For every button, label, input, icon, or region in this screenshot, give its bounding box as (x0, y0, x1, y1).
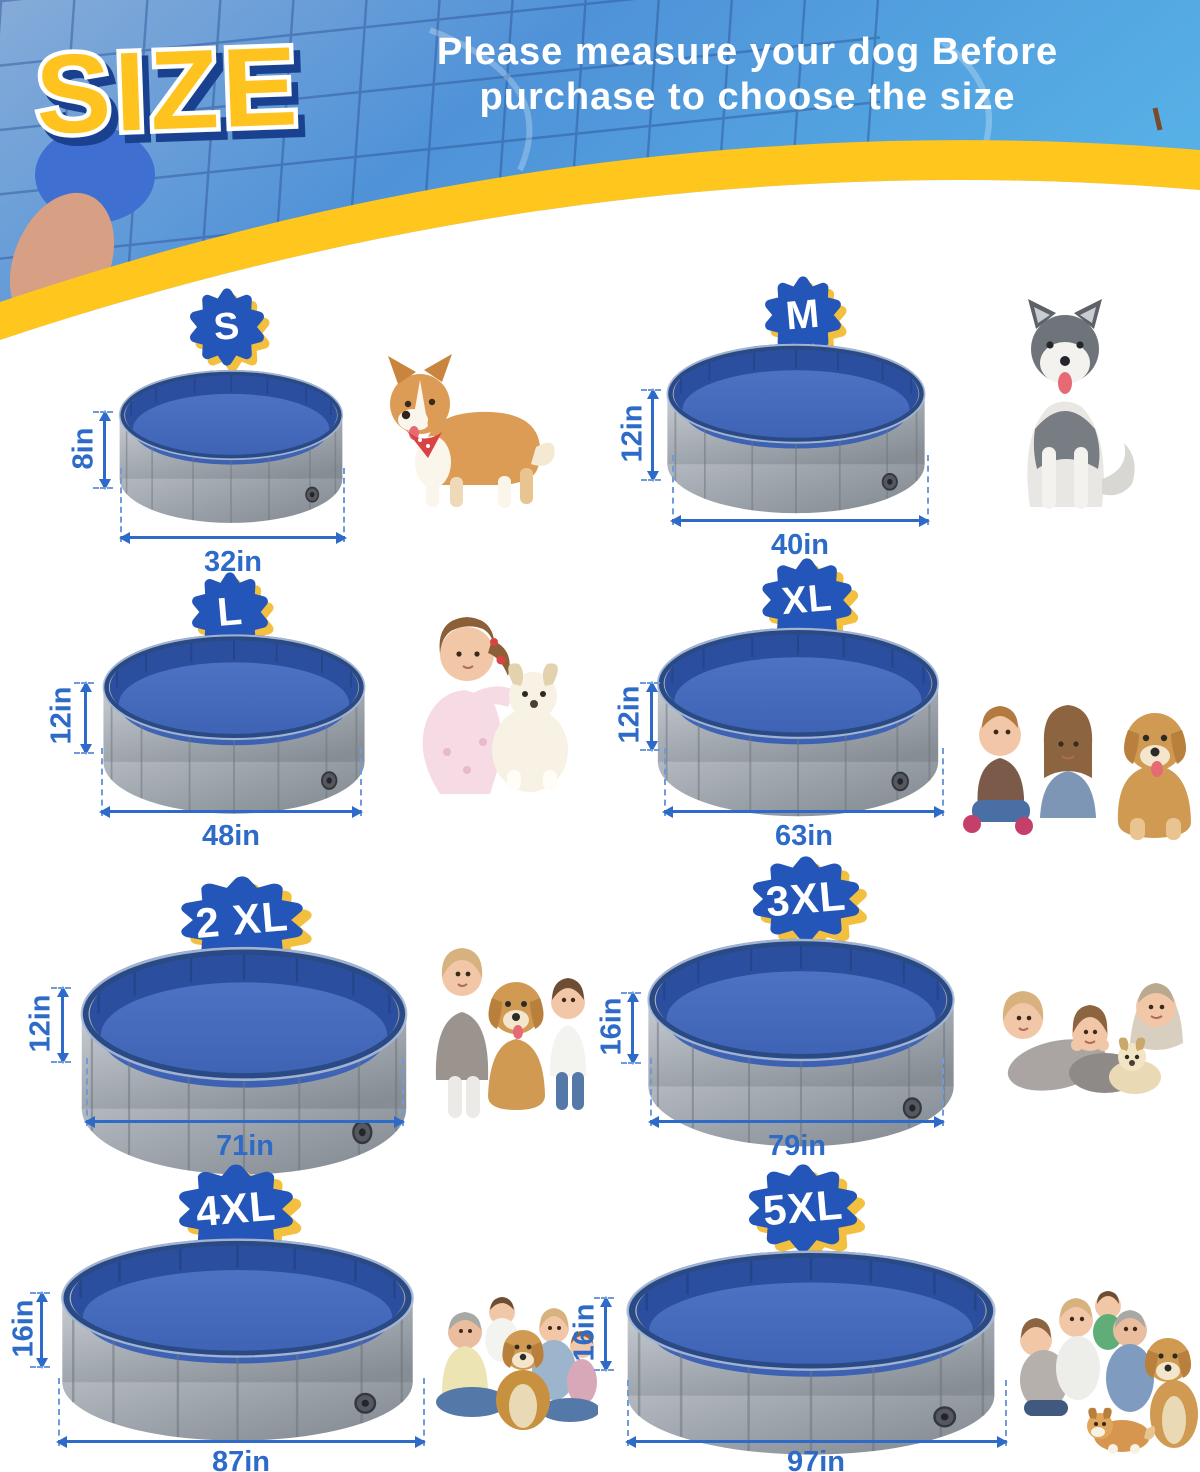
size-badge-5xl: 5XL (746, 1164, 860, 1252)
height-arrow (599, 1296, 612, 1372)
kids-with-golden-retriever-photo (963, 705, 1191, 840)
pool-diameter-label: 48in (201, 820, 261, 852)
svg-text:SIZE: SIZE (40, 31, 309, 165)
diameter-arrow (648, 1115, 945, 1128)
corgi-dog-photo (388, 354, 555, 508)
pool-photo-background: SIZE SIZE (0, 0, 1200, 345)
subtitle-line-1: Please measure your dog Before (436, 31, 1059, 73)
diameter-arrow (56, 1435, 426, 1448)
diameter-arrow (625, 1435, 1008, 1448)
diameter-arrow (99, 805, 363, 818)
height-arrow (56, 986, 69, 1064)
yellow-swoosh (0, 140, 1200, 340)
pool-height-label: 16in (568, 1303, 601, 1362)
girl-with-puppy-photo (422, 617, 568, 794)
pool-diameter-label: 97in (786, 1446, 846, 1472)
family-sitting-with-golden-retriever-photo (436, 1297, 598, 1430)
height-arrow (645, 681, 658, 752)
diameter-arrow (662, 805, 945, 818)
family-lying-with-puppy-photo (1002, 983, 1183, 1094)
diameter-arrow (119, 531, 347, 544)
svg-text:SIZE: SIZE (34, 23, 303, 157)
pool-diameter-label: 32in (203, 546, 263, 578)
pool-diameter-label: 71in (215, 1130, 275, 1162)
height-arrow (98, 410, 111, 490)
diameter-arrow (670, 514, 930, 527)
height-arrow (646, 388, 659, 482)
pool-diameter-label: 87in (211, 1446, 271, 1472)
mom-boy-with-golden-retriever-photo (435, 948, 586, 1118)
size-title: SIZE SIZE (29, 19, 314, 170)
height-arrow (35, 1291, 48, 1369)
pool-diameter-label: 63in (774, 820, 834, 852)
family-with-two-dogs-photo (1020, 1291, 1198, 1454)
husky-dog-photo (1027, 299, 1135, 509)
pool-illustration-5xl (620, 1240, 1002, 1464)
height-arrow (626, 991, 639, 1065)
header-banner: SIZE SIZE Please measure your dog Before… (0, 0, 1200, 345)
height-arrow (79, 681, 92, 755)
pool-diameter-label: 40in (770, 529, 830, 561)
subtitle-line-2: purchase to choose the size (479, 75, 1016, 118)
header-subtitle: Please measure your dog Before purchase … (375, 30, 1120, 120)
diameter-arrow (84, 1115, 405, 1128)
pool-diameter-label: 79in (767, 1130, 827, 1162)
